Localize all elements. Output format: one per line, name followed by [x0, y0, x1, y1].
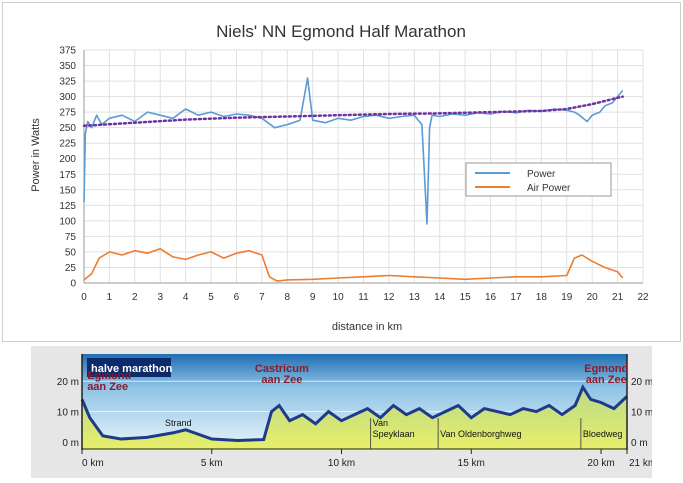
power-chart: 0 1 2 3 4 5 6 7 8 9 10 11 12 13 14 15 16 17 18 19 20 21 220255… — [30, 22, 649, 333]
power-series-line — [83, 77, 624, 225]
air-power-series-line — [83, 248, 624, 282]
y-tick-label: 225 — [59, 139, 76, 150]
x-tick-label: 22 — [637, 292, 649, 303]
x-tick-label: 12 — [383, 292, 395, 303]
y-tick-label: 350 — [59, 61, 76, 72]
y-tick-label: 325 — [59, 77, 76, 88]
place-annotation: Egmond aan Zee — [584, 363, 628, 386]
y-tick-label: 300 — [59, 92, 76, 103]
x-tick-label: 16 — [485, 292, 497, 303]
x-tick-label: 0 — [81, 292, 87, 303]
x-tick-label: 10 — [333, 292, 345, 303]
x-tick-label: 2 — [132, 292, 138, 303]
y-tick-label: 175 — [59, 170, 76, 181]
legend-power-label: Power — [527, 169, 556, 180]
y-tick-label: 125 — [59, 201, 76, 212]
x-tick-label: 3 — [157, 292, 163, 303]
x-tick-label: 5 — [208, 292, 214, 303]
x-tick-label: 7 — [259, 292, 265, 303]
power-chart-panel: 0 1 2 3 4 5 6 7 8 9 10 11 12 13 14 15 16 17 18 19 20 21 22 0 25 5… — [2, 2, 681, 342]
x-tick-label: 13 — [409, 292, 421, 303]
elevation-profile-panel: 0 m 10 m 20 m 0 m 10 m 20 m 0 km 5 km 10 km 15 km… — [31, 346, 656, 478]
place-annotation: Egmond aan Zee — [87, 370, 131, 393]
elevation-profile-chart: 0 m 10 m 20 m 0 m 10 m 20 m 0 km 5 km 10 km 15 km… — [57, 354, 656, 469]
road-annotation: Bloedweg — [583, 429, 623, 439]
elevation-line — [80, 384, 629, 443]
x-tick-label: 14 — [434, 292, 446, 303]
x-tick-label: 9 — [310, 292, 316, 303]
profile-x-tick-label: 10 km — [328, 458, 355, 469]
profile-y-tick-left: 10 m — [57, 408, 79, 419]
road-annotation: Van Oldenborghweg — [440, 429, 521, 439]
road-annotation: Van Speyklaan — [373, 418, 415, 439]
profile-y-tick-right: 20 m — [631, 377, 652, 388]
profile-x-tick-label: 20 km — [587, 458, 614, 469]
x-tick-label: 15 — [460, 292, 472, 303]
profile-x-tick-label: 21 km — [629, 458, 652, 469]
place-annotation: Castricum aan Zee — [255, 363, 309, 386]
profile-x-tick-label: 0 km — [82, 458, 104, 469]
profile-y-tick-right: 10 m — [631, 408, 652, 419]
x-tick-label: 11 — [358, 292, 369, 303]
chart-legend: Power Air Power — [465, 162, 612, 197]
y-tick-label: 250 — [59, 123, 76, 134]
profile-x-tick-label: 15 km — [458, 458, 485, 469]
x-tick-label: 4 — [183, 292, 189, 303]
y-tick-label: 25 — [65, 263, 77, 274]
y-tick-label: 150 — [59, 185, 76, 196]
x-axis-label: distance in km — [332, 321, 402, 333]
chart-title: Niels' NN Egmond Half Marathon — [216, 22, 466, 41]
profile-y-tick-left: 20 m — [57, 377, 79, 388]
profile-y-tick-right: 0 m — [631, 438, 648, 449]
trend-line — [82, 95, 624, 128]
y-tick-label: 375 — [59, 46, 76, 57]
y-tick-label: 75 — [65, 232, 77, 243]
x-tick-label: 1 — [107, 292, 113, 303]
x-tick-label: 20 — [587, 292, 599, 303]
x-tick-label: 21 — [612, 292, 624, 303]
y-tick-label: 100 — [59, 216, 76, 227]
y-tick-label: 200 — [59, 154, 76, 165]
y-tick-label: 50 — [65, 247, 77, 258]
profile-title: halve marathon — [91, 363, 173, 375]
x-tick-label: 8 — [284, 292, 290, 303]
x-tick-label: 17 — [510, 292, 522, 303]
y-axis-label: Power in Watts — [30, 118, 42, 192]
profile-x-tick-label: 5 km — [201, 458, 223, 469]
road-annotation: Strand — [165, 418, 192, 428]
legend-air-power-label: Air Power — [527, 183, 571, 194]
y-tick-label: 275 — [59, 108, 76, 119]
x-tick-label: 6 — [234, 292, 240, 303]
y-tick-label: 0 — [70, 279, 76, 290]
x-tick-label: 18 — [536, 292, 548, 303]
x-tick-label: 19 — [561, 292, 573, 303]
profile-title-box — [87, 358, 171, 377]
profile-y-tick-left: 0 m — [62, 438, 79, 449]
elevation-area — [82, 387, 627, 448]
